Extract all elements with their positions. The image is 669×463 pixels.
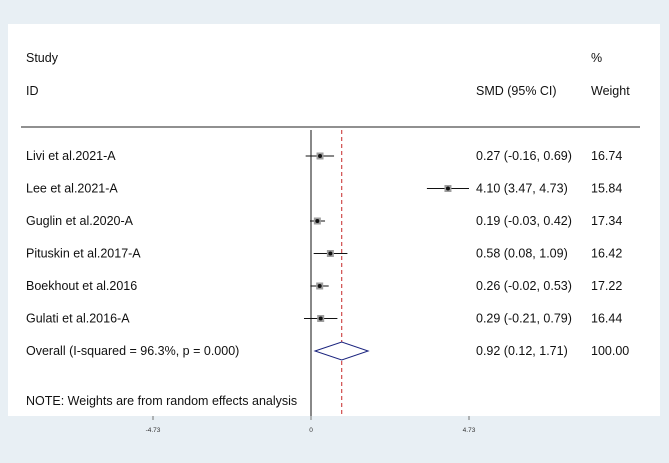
weight-label: 16.42 xyxy=(591,247,622,261)
study-label: Guglin et al.2020-A xyxy=(26,214,134,228)
point-estimate xyxy=(317,284,322,288)
chart-marks: Livi et al.2021-A 0.27 (-0.16, 0.69) 16.74… xyxy=(26,130,629,434)
weight-label: 17.22 xyxy=(591,279,622,293)
x-tick-label: 0 xyxy=(309,427,313,434)
study-label: Boekhout et al.2016 xyxy=(26,279,137,293)
study-label: Gulati et al.2016-A xyxy=(26,312,130,326)
study-label: Lee et al.2021-A xyxy=(26,182,118,196)
header-effect: SMD (95% CI) xyxy=(476,84,557,98)
ci-label: 0.26 (-0.02, 0.53) xyxy=(476,279,572,293)
point-estimate xyxy=(318,316,323,321)
ci-label: 0.29 (-0.21, 0.79) xyxy=(476,312,572,326)
x-tick-label: 4.73 xyxy=(463,427,476,434)
header-id: ID xyxy=(26,84,39,98)
point-estimate xyxy=(445,186,450,191)
x-tick-label: -4.73 xyxy=(146,427,161,434)
overall-ci-label: 0.92 (0.12, 1.71) xyxy=(476,344,568,358)
point-estimate xyxy=(318,154,323,158)
ci-label: 4.10 (3.47, 4.73) xyxy=(476,182,568,196)
header-weight: Weight xyxy=(591,84,630,98)
header-percent: % xyxy=(591,51,602,65)
weight-label: 16.74 xyxy=(591,149,622,163)
overall-label: Overall (I-squared = 96.3%, p = 0.000) xyxy=(26,344,239,358)
point-estimate xyxy=(328,251,333,256)
ci-label: 0.58 (0.08, 1.09) xyxy=(476,247,568,261)
ci-label: 0.19 (-0.03, 0.42) xyxy=(476,214,572,228)
header-study: Study xyxy=(26,51,59,65)
point-estimate xyxy=(315,219,320,223)
overall-weight-label: 100.00 xyxy=(591,344,629,358)
study-label: Livi et al.2021-A xyxy=(26,149,116,163)
overall-diamond xyxy=(313,341,370,361)
ci-label: 0.27 (-0.16, 0.69) xyxy=(476,149,572,163)
note-text: NOTE: Weights are from random effects an… xyxy=(26,394,297,408)
weight-label: 16.44 xyxy=(591,312,622,326)
weight-label: 17.34 xyxy=(591,214,622,228)
study-label: Pituskin et al.2017-A xyxy=(26,247,141,261)
weight-label: 15.84 xyxy=(591,182,622,196)
